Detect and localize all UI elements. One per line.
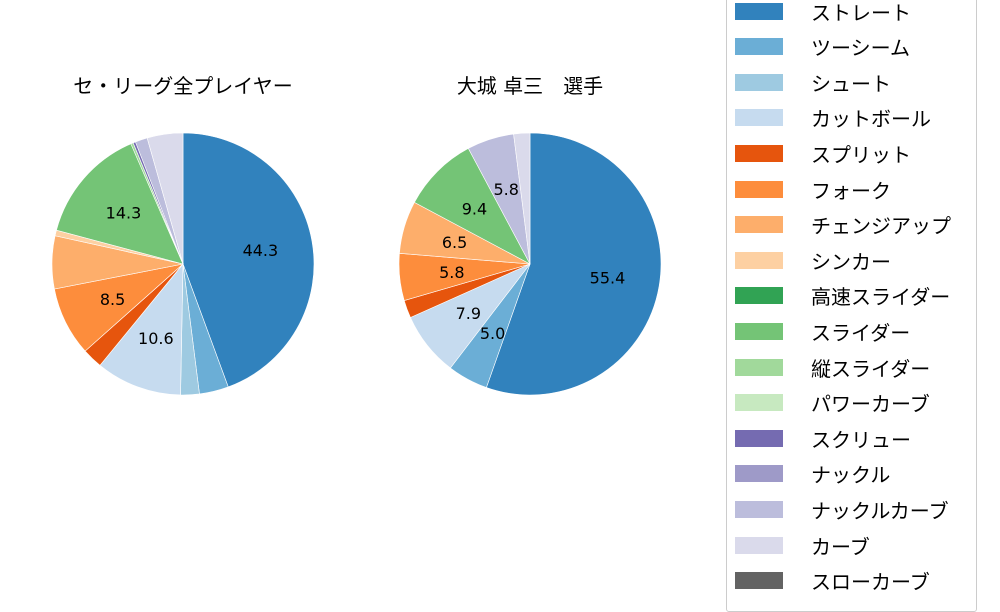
legend-label: スプリット xyxy=(811,142,911,167)
slice-label: 5.0 xyxy=(480,324,505,343)
legend-swatch xyxy=(735,287,783,305)
legend-item: ストレート xyxy=(735,1,911,25)
slice-label: 10.6 xyxy=(138,329,174,348)
legend-label: ナックルカーブ xyxy=(811,498,949,523)
right-chart-title: 大城 卓三 選手 xyxy=(456,74,604,98)
legend-label: スライダー xyxy=(811,320,911,345)
legend-item: 縦スライダー xyxy=(735,357,930,381)
slice-label: 5.8 xyxy=(439,263,464,282)
legend-item: パワーカーブ xyxy=(735,392,930,416)
legend-label: シンカー xyxy=(811,249,891,274)
pie-slice xyxy=(99,263,184,396)
legend-item: 高速スライダー xyxy=(735,285,950,309)
pie-slice xyxy=(146,132,184,265)
legend-item: カットボール xyxy=(735,107,931,131)
legend-label: ストレート xyxy=(811,0,911,25)
pie-slice xyxy=(414,148,531,265)
legend-label: スクリュー xyxy=(811,427,911,452)
player-pie-chart: 55.4 5.07.9 5.8 6.5 9.4 5.8 xyxy=(398,132,662,396)
legend-label: ツーシーム xyxy=(811,36,910,61)
legend-label: カットボール xyxy=(811,107,931,132)
legend-swatch xyxy=(735,38,783,56)
legend-swatch xyxy=(735,109,783,127)
legend-item: スクリュー xyxy=(735,428,911,452)
slice-label: 5.8 xyxy=(493,180,518,199)
legend-label: 縦スライダー xyxy=(811,356,931,381)
legend-swatch xyxy=(735,2,783,20)
slice-label: 8.5 xyxy=(100,290,125,309)
legend-swatch xyxy=(735,394,783,412)
legend-item: スライダー xyxy=(735,321,910,345)
legend-item: ツーシーム xyxy=(735,36,910,60)
legend-item: ナックルカーブ xyxy=(735,499,949,523)
legend-item: スプリット xyxy=(735,143,911,167)
legend-item: カーブ xyxy=(735,535,870,559)
legend-item: フォーク xyxy=(735,179,891,203)
legend-label: スローカーブ xyxy=(811,570,930,595)
slice-label: 7.9 xyxy=(456,304,481,323)
legend: ストレートツーシームシュートカットボール スプリットフォークチェンジアップ シンカー… xyxy=(726,0,977,612)
legend-label: ナックル xyxy=(811,463,891,488)
legend-label: チェンジアップ xyxy=(811,214,951,239)
slice-label: 14.3 xyxy=(106,204,142,223)
legend-swatch xyxy=(735,536,783,554)
legend-swatch xyxy=(735,251,783,269)
legend-label: 高速スライダー xyxy=(811,285,951,310)
legend-swatch xyxy=(735,465,783,483)
legend-swatch xyxy=(735,500,783,518)
legend-label: カーブ xyxy=(811,534,870,559)
pie-slice xyxy=(182,132,315,388)
slice-label: 55.4 xyxy=(590,268,626,287)
legend-label: フォーク xyxy=(811,178,891,203)
legend-swatch xyxy=(735,572,783,590)
legend-item: ナックル xyxy=(735,463,890,487)
legend-swatch xyxy=(735,322,783,340)
legend-label: パワーカーブ xyxy=(811,392,930,417)
left-chart-title: セ・リーグ全プレイヤー xyxy=(73,74,293,98)
legend-item: シンカー xyxy=(735,250,891,274)
slice-label: 9.4 xyxy=(462,199,487,218)
legend-swatch xyxy=(735,73,783,91)
pie-slice xyxy=(513,132,531,265)
slice-label: 44.3 xyxy=(243,241,279,260)
legend-item: シュート xyxy=(735,72,891,96)
legend-swatch xyxy=(735,216,783,234)
league-pie-chart: 44.3 10.6 8.5 14.3 xyxy=(51,132,315,396)
legend-item: チェンジアップ xyxy=(735,214,951,238)
legend-label: シュート xyxy=(811,71,891,96)
legend-swatch xyxy=(735,358,783,376)
legend-item: スローカーブ xyxy=(735,570,930,594)
legend-swatch xyxy=(735,144,783,162)
slice-label: 6.5 xyxy=(442,233,467,252)
pie-slice xyxy=(56,143,184,265)
legend-swatch xyxy=(735,429,783,447)
legend-swatch xyxy=(735,180,783,198)
